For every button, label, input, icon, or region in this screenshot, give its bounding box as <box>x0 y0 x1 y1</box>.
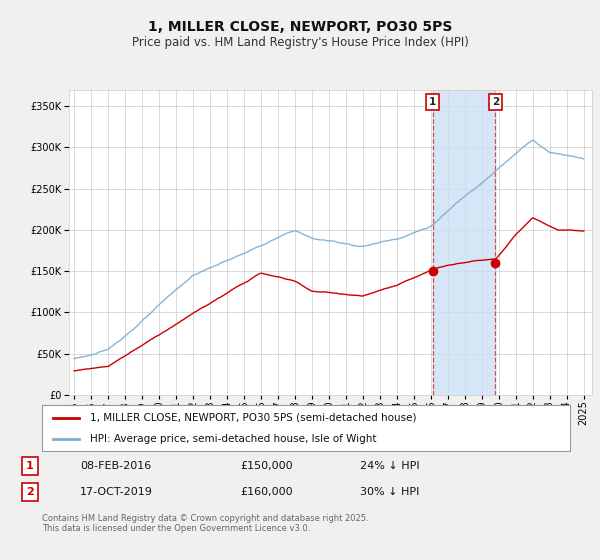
Text: £150,000: £150,000 <box>240 461 293 471</box>
Text: 1, MILLER CLOSE, NEWPORT, PO30 5PS (semi-detached house): 1, MILLER CLOSE, NEWPORT, PO30 5PS (semi… <box>89 413 416 423</box>
Text: 17-OCT-2019: 17-OCT-2019 <box>80 487 153 497</box>
Text: 2: 2 <box>26 487 34 497</box>
Text: Contains HM Land Registry data © Crown copyright and database right 2025.
This d: Contains HM Land Registry data © Crown c… <box>42 514 368 533</box>
Bar <box>433 90 496 395</box>
Text: 1: 1 <box>429 97 436 107</box>
Text: HPI: Average price, semi-detached house, Isle of Wight: HPI: Average price, semi-detached house,… <box>89 435 376 444</box>
Text: £160,000: £160,000 <box>240 487 293 497</box>
Text: 2: 2 <box>492 97 499 107</box>
Text: 24% ↓ HPI: 24% ↓ HPI <box>360 461 419 471</box>
Text: 1, MILLER CLOSE, NEWPORT, PO30 5PS: 1, MILLER CLOSE, NEWPORT, PO30 5PS <box>148 20 452 34</box>
Text: 1: 1 <box>26 461 34 471</box>
Text: 30% ↓ HPI: 30% ↓ HPI <box>360 487 419 497</box>
Text: 08-FEB-2016: 08-FEB-2016 <box>80 461 151 471</box>
Text: Price paid vs. HM Land Registry's House Price Index (HPI): Price paid vs. HM Land Registry's House … <box>131 36 469 49</box>
